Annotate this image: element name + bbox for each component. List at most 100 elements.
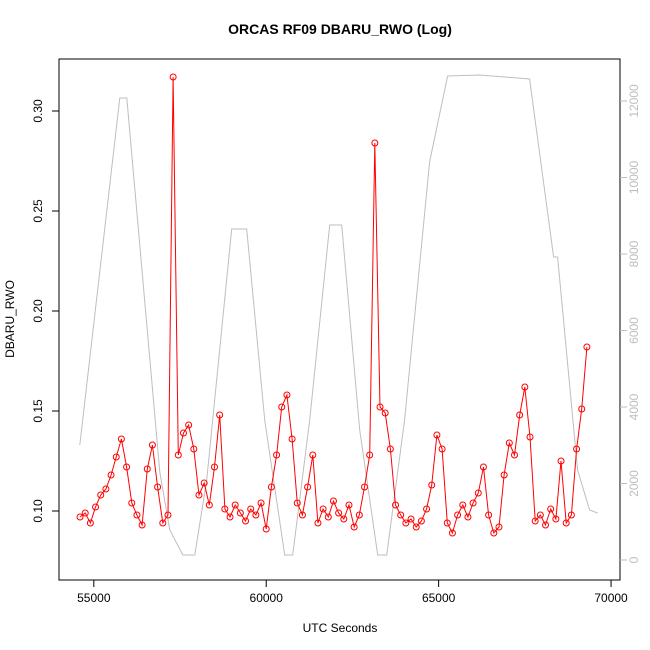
data-point [288, 435, 296, 443]
y-tick-label: 0.15 [31, 399, 45, 423]
data-point [226, 513, 234, 521]
data-point [298, 511, 306, 519]
data-point [531, 517, 539, 525]
data-point [267, 483, 275, 491]
data-point [485, 511, 493, 519]
data-point [221, 505, 229, 513]
data-point [536, 511, 544, 519]
data-point [205, 501, 213, 509]
data-point [329, 497, 337, 505]
data-point [552, 515, 560, 523]
x-tick-label: 65000 [422, 591, 456, 605]
data-point [257, 499, 265, 507]
data-point [247, 505, 255, 513]
data-point [407, 515, 415, 523]
data-point [412, 523, 420, 531]
data-point [454, 511, 462, 519]
data-point [459, 501, 467, 509]
data-point [231, 501, 239, 509]
data-point [526, 433, 534, 441]
data-point [92, 503, 100, 511]
data-point [521, 383, 529, 391]
data-point [397, 511, 405, 519]
y2-tick-label: 6000 [627, 317, 641, 344]
x-tick-label: 70000 [594, 591, 628, 605]
data-point [355, 511, 363, 519]
data-point [314, 519, 322, 527]
data-point [190, 445, 198, 453]
data-point [542, 521, 550, 529]
data-point [200, 479, 208, 487]
data-point [516, 411, 524, 419]
data-point [433, 431, 441, 439]
x-tick-label: 55000 [77, 591, 111, 605]
data-point [324, 513, 332, 521]
data-point [464, 513, 472, 521]
data-point [479, 463, 487, 471]
x-axis-label: UTC Seconds [303, 621, 378, 635]
data-point [304, 483, 312, 491]
data-point [360, 483, 368, 491]
data-point [97, 491, 105, 499]
data-point [164, 511, 172, 519]
data-point [469, 499, 477, 507]
data-point [273, 451, 281, 459]
data-point [252, 511, 260, 519]
data-point [81, 509, 89, 517]
data-point [402, 519, 410, 527]
data-point [283, 391, 291, 399]
y-tick-label: 0.30 [31, 99, 45, 123]
y2-tick-label: 10000 [627, 160, 641, 194]
data-point [195, 491, 203, 499]
data-point [133, 511, 141, 519]
data-point [159, 519, 167, 527]
data-point [438, 445, 446, 453]
data-point [86, 519, 94, 527]
data-point [547, 505, 555, 513]
data-point [474, 489, 482, 497]
data-point [117, 435, 125, 443]
data-point [211, 463, 219, 471]
data-point [376, 403, 384, 411]
data-point [128, 499, 136, 507]
data-point [345, 501, 353, 509]
data-point [392, 501, 400, 509]
data-point [169, 73, 177, 81]
x-tick-label: 60000 [250, 591, 284, 605]
y2-tick-label: 8000 [627, 240, 641, 267]
data-point [174, 451, 182, 459]
plot-frame [58, 58, 621, 581]
data-point [428, 481, 436, 489]
chart-title: ORCAS RF09 DBARU_RWO (Log) [228, 21, 452, 37]
y-tick-label: 0.20 [31, 299, 45, 323]
y2-tick-label: 4000 [627, 393, 641, 420]
data-point [417, 517, 425, 525]
data-point [371, 139, 379, 147]
data-point [262, 525, 270, 533]
data-point [583, 343, 591, 351]
y2-tick-label: 12000 [627, 84, 641, 118]
data-point [102, 485, 110, 493]
data-point [293, 499, 301, 507]
data-point [185, 421, 193, 429]
data-point [505, 439, 513, 447]
data-point [578, 405, 586, 413]
data-point [123, 463, 131, 471]
data-point [154, 483, 162, 491]
data-point [366, 451, 374, 459]
data-point [443, 519, 451, 527]
data-point [340, 515, 348, 523]
data-point [350, 523, 358, 531]
data-point [236, 509, 244, 517]
y-axis-label: DBARU_RWO [3, 280, 17, 358]
data-point [573, 445, 581, 453]
data-point [309, 451, 317, 459]
data-point [567, 511, 575, 519]
data-point [381, 409, 389, 417]
data-point [319, 505, 327, 513]
data-point [510, 451, 518, 459]
data-point [490, 529, 498, 537]
y-tick-label: 0.10 [31, 499, 45, 523]
data-point [386, 445, 394, 453]
